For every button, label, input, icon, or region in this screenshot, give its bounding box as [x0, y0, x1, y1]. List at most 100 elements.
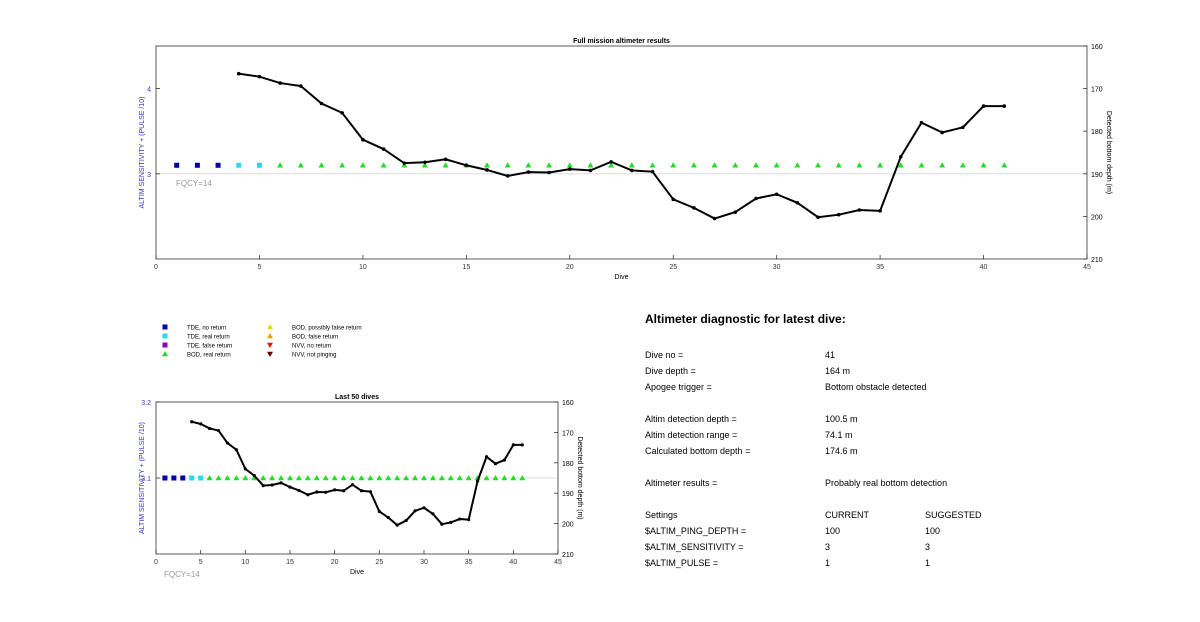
bottom-depth-point — [502, 458, 506, 462]
altimeter-marker — [313, 475, 320, 481]
legend-marker — [162, 351, 168, 357]
right-tick-label: 190 — [1091, 172, 1103, 179]
bottom-depth-point — [671, 197, 676, 202]
right-tick-label: 160 — [562, 400, 574, 407]
bottom-depth-line — [191, 420, 523, 527]
x-axis-label: Dive — [350, 569, 364, 576]
altimeter-marker — [339, 162, 346, 168]
fqcy-annotation: FQCY=14 — [164, 570, 200, 579]
setting-pulse-row: $ALTIM_PULSE = 1 1 — [645, 555, 1145, 571]
altimeter-marker — [959, 162, 966, 168]
x-tick-label: 10 — [241, 559, 249, 566]
altim-detection-range-value: 74.1 m — [825, 430, 853, 440]
altimeter-marker — [465, 475, 472, 481]
altim-detection-range-row: Altim detection range = 74.1 m — [645, 427, 1145, 443]
setting-ping-depth-current: 100 — [825, 526, 841, 536]
x-tick-label: 15 — [286, 559, 294, 566]
bottom-depth-point — [961, 125, 965, 130]
altimeter-marker — [180, 475, 186, 481]
altimeter-marker — [980, 162, 987, 168]
bottom-depth-point — [493, 462, 498, 466]
altimeter-marker — [277, 162, 284, 168]
bottom-depth-point — [190, 420, 194, 424]
settings-header-label: Settings — [645, 510, 678, 520]
bottom-depth-point — [733, 210, 738, 214]
x-tick-label: 25 — [669, 264, 677, 271]
last-50-dives-chart: Last 50 dives 0 5 10 15 20 25 30 35 40 45 Dive 3.1 3.… — [139, 394, 583, 579]
bottom-depth-point — [795, 200, 800, 205]
altimeter-marker — [525, 162, 532, 168]
bottom-depth-point — [350, 483, 355, 487]
altimeter-marker — [492, 475, 499, 481]
altimeter-marker — [278, 475, 285, 481]
setting-ping-depth-row: $ALTIM_PING_DEPTH = 100 100 — [645, 523, 1145, 539]
setting-sensitivity-row: $ALTIM_SENSITIVITY = 3 3 — [645, 539, 1145, 555]
x-tick-label: 30 — [420, 559, 428, 566]
bottom-depth-point — [1002, 104, 1007, 108]
altimeter-marker — [367, 475, 374, 481]
altimeter-marker — [670, 162, 677, 168]
altimeter-marker — [752, 162, 759, 168]
altimeter-marker — [1001, 162, 1008, 168]
right-axis-label: Detected bottom depth (m) — [576, 436, 583, 519]
altimeter-marker — [318, 162, 325, 168]
altimeter-marker — [456, 475, 463, 481]
marker-legend: TDE, no return TDE, real return TDE, false… — [162, 324, 362, 359]
bottom-depth-point — [252, 473, 256, 478]
legend-marker — [162, 333, 168, 339]
altimeter-marker — [587, 162, 594, 168]
bottom-depth-point — [511, 443, 515, 447]
bottom-depth-point — [333, 488, 337, 492]
bottom-depth-point — [588, 168, 593, 173]
legend-label: BOD, real return — [187, 353, 231, 359]
dive-no-row: Dive no = 41 — [645, 347, 1145, 363]
altimeter-marker — [162, 475, 168, 481]
apogee-trigger-label: Apogee trigger = — [645, 382, 712, 392]
altimeter-marker — [206, 475, 213, 481]
x-tick-label: 0 — [154, 559, 158, 566]
altimeter-marker — [501, 475, 508, 481]
bottom-depth-point — [505, 174, 510, 178]
altimeter-results-label: Altimeter results = — [645, 478, 718, 488]
x-tick-label: 35 — [465, 559, 473, 566]
bottom-depth-line — [238, 72, 1005, 220]
bottom-depth-point — [712, 216, 717, 221]
bottom-depth-point — [208, 426, 212, 431]
legend-marker — [162, 324, 168, 330]
chart-title: Full mission altimeter results — [573, 38, 670, 45]
bottom-depth-point — [981, 104, 986, 108]
bottom-depth-point — [381, 147, 386, 151]
altimeter-marker — [794, 162, 801, 168]
bottom-depth-point — [422, 506, 426, 510]
bottom-depth-point — [340, 111, 345, 115]
altimeter-marker — [297, 162, 304, 168]
x-tick-label: 25 — [375, 559, 383, 566]
setting-sensitivity-label: $ALTIM_SENSITIVITY = — [645, 542, 744, 552]
setting-pulse-current: 1 — [825, 558, 831, 568]
apogee-trigger-value: Bottom obstacle detected — [825, 382, 927, 392]
altimeter-marker — [194, 162, 200, 168]
bottom-depth-point — [243, 467, 247, 471]
bottom-depth-point — [485, 168, 489, 172]
altimeter-marker — [519, 475, 526, 481]
bottom-depth-point — [368, 490, 372, 494]
altimeter-marker — [421, 162, 428, 168]
altim-detection-depth-label: Altim detection depth = — [645, 414, 737, 424]
legend-label: BOD, possibly false return — [292, 326, 362, 332]
altimeter-marker — [546, 162, 553, 168]
x-tick-label: 35 — [876, 264, 884, 271]
altimeter-marker — [322, 475, 329, 481]
right-tick-label: 200 — [1091, 214, 1103, 221]
legend-label: NVV, no return — [292, 344, 331, 350]
bottom-depth-point — [234, 448, 238, 452]
setting-ping-depth-suggested: 100 — [925, 526, 941, 536]
left-tick-label: 4 — [147, 87, 151, 94]
x-tick-label: 45 — [554, 559, 562, 566]
right-tick-label: 170 — [1091, 87, 1103, 94]
altimeter-marker — [815, 162, 822, 168]
altimeter-marker — [773, 162, 780, 168]
bottom-depth-point — [299, 84, 303, 88]
altimeter-marker — [304, 475, 311, 481]
dive-depth-row: Dive depth = 164 m — [645, 363, 1145, 379]
legend-label: TDE, false return — [187, 344, 232, 350]
